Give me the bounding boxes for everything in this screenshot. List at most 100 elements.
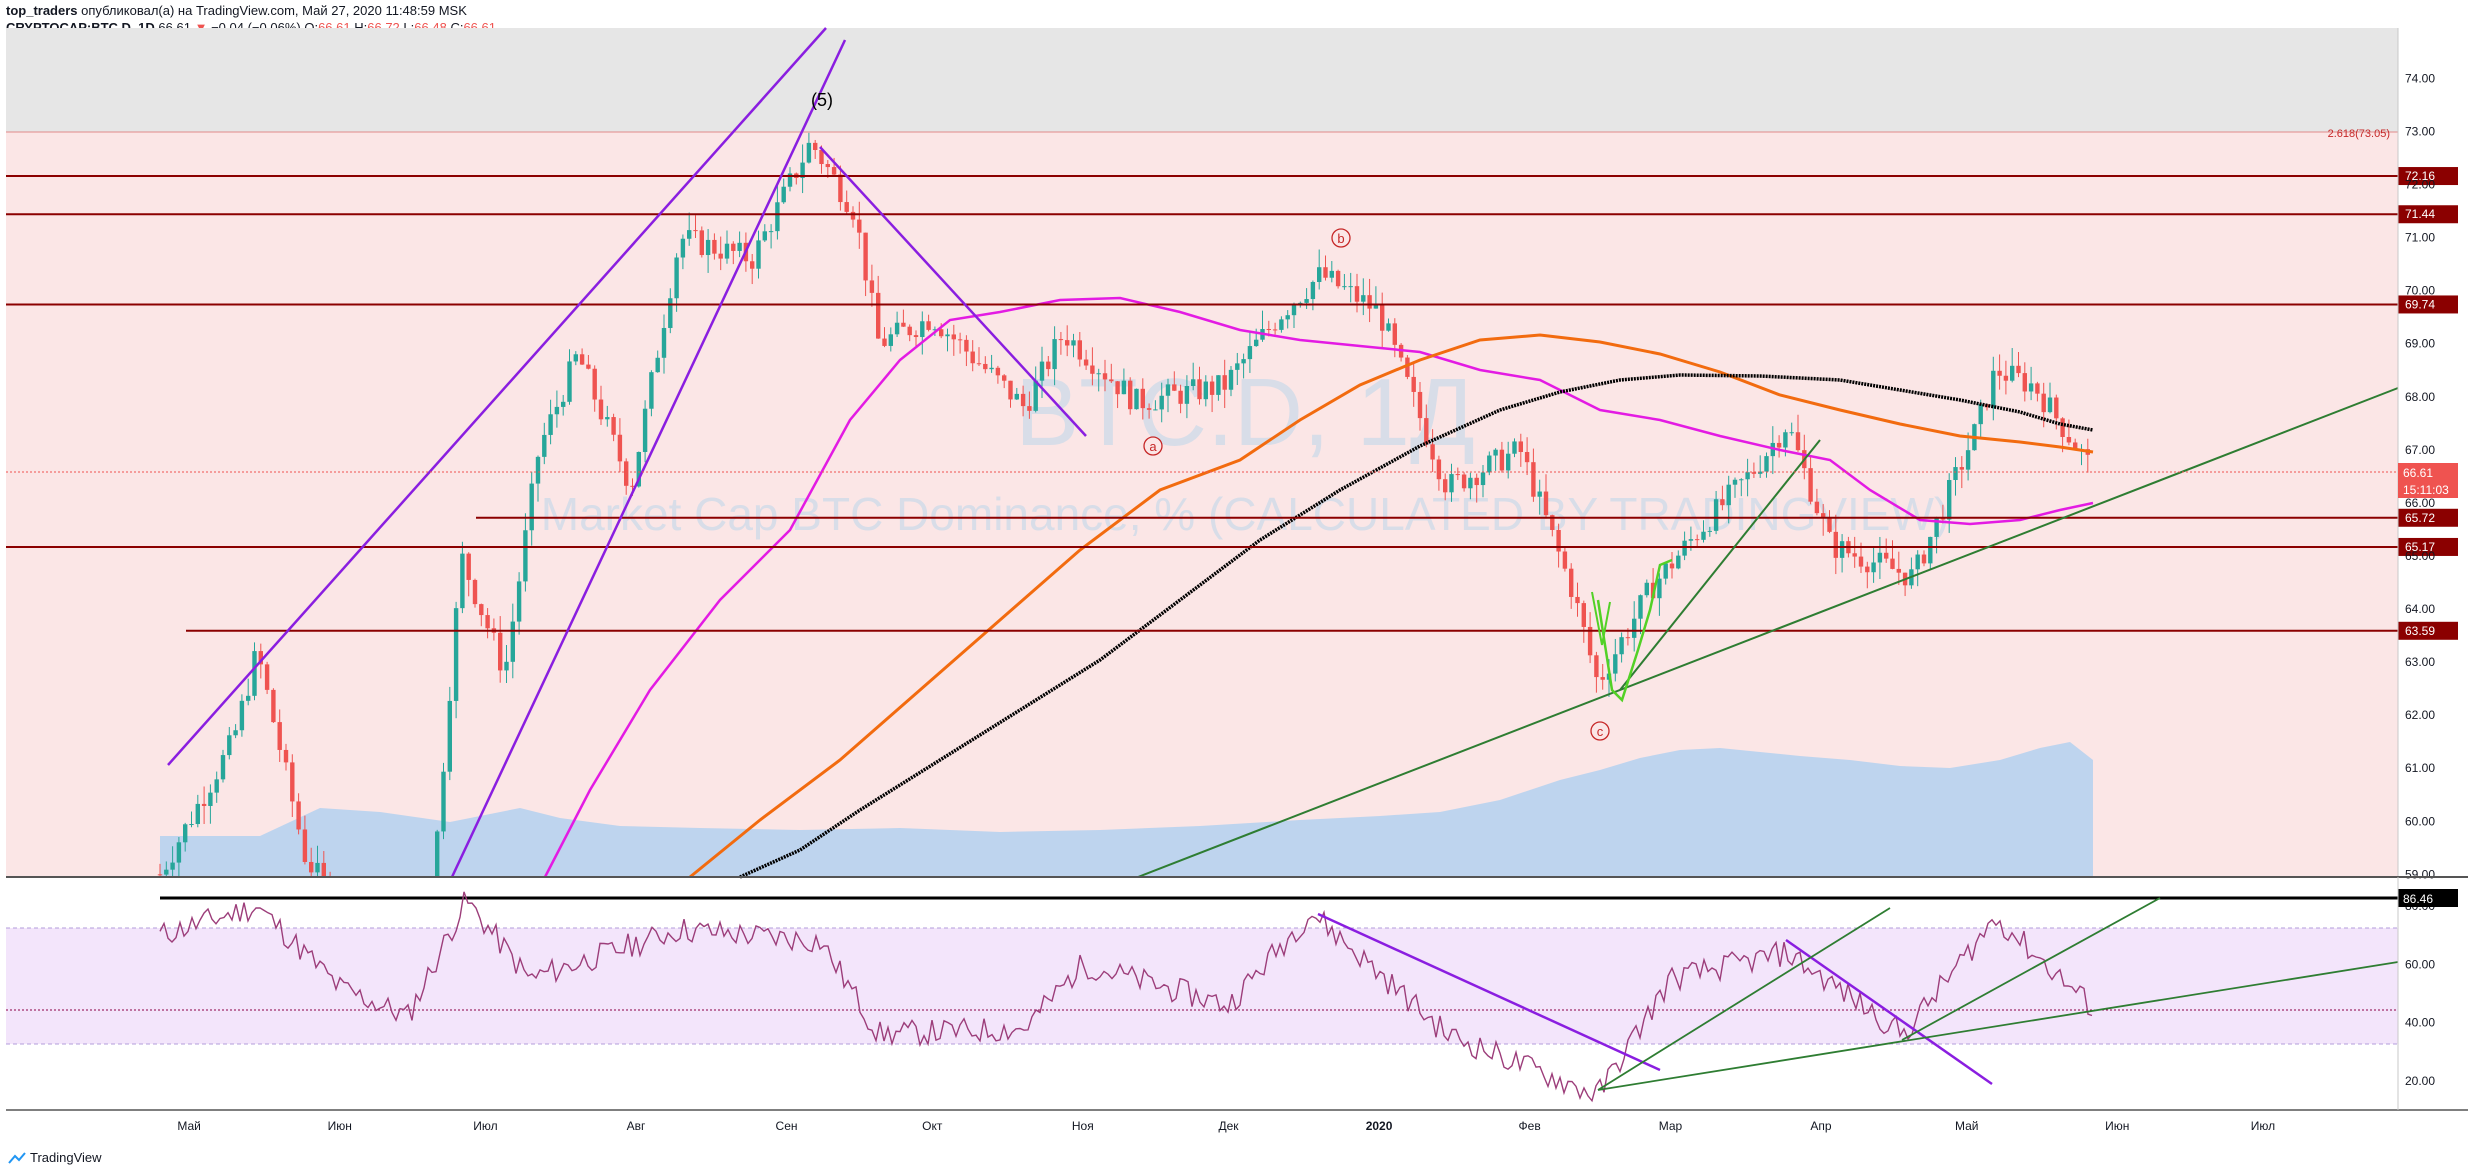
price-tick-label: 61.00 [2405, 761, 2435, 775]
candle-body [775, 202, 780, 232]
candle-body [693, 230, 698, 232]
green-path-drawing-2[interactable] [1591, 591, 1611, 646]
candle-body [1178, 390, 1183, 404]
time-tick-label: Июл [473, 1119, 497, 1133]
price-tick-label: 68.00 [2405, 390, 2435, 404]
candle-body [1518, 441, 1523, 453]
downtrend-line[interactable] [819, 146, 1087, 437]
candle-body [1688, 539, 1694, 541]
candle-body [951, 334, 956, 340]
price-axis[interactable]: 74.00 73.00 72.00 71.00 70.00 69.00 68.00 67.00… [2405, 71, 2435, 881]
candle-body [976, 363, 982, 365]
candle-body [1203, 381, 1208, 400]
candle-body [1726, 484, 1731, 506]
long-support-line[interactable] [1137, 387, 2399, 878]
candle-body [705, 239, 711, 256]
level-price-tag-text: 65.17 [2405, 540, 2435, 554]
candle-body [208, 792, 213, 806]
candle-body [964, 339, 969, 352]
candle-body [731, 243, 736, 251]
candle-body [1997, 370, 2002, 376]
candle-body [1663, 563, 1668, 579]
author-name[interactable]: top_traders [6, 3, 78, 18]
candle-body [2028, 383, 2034, 392]
candle-body [1871, 562, 1876, 573]
candle-body [472, 579, 478, 605]
rsi-pane [6, 891, 2399, 1103]
candle-body [498, 632, 503, 671]
candle-body [214, 779, 219, 793]
volume-area [160, 742, 2093, 877]
candle-body [1310, 281, 1316, 300]
candle-body [1638, 595, 1643, 619]
candle-body [435, 831, 440, 877]
candle-body [1896, 568, 1901, 573]
candle-body [1065, 340, 1070, 346]
watermark-symbol: BTC.D, 1Д [1015, 359, 1475, 466]
wave-label-a: a [1143, 436, 1163, 456]
candle-body [447, 700, 452, 772]
candle-body [939, 329, 944, 337]
rsi-uptrend-line-2[interactable] [1597, 961, 2399, 1091]
price-tick-label: 62.00 [2405, 708, 2435, 722]
candle-body [624, 461, 629, 486]
time-tick-label: 2020 [1366, 1119, 1393, 1133]
level-price-tag [2398, 295, 2458, 314]
candle-body [831, 167, 837, 175]
svg-text:c: c [1597, 724, 1604, 739]
price-tick-label: 67.00 [2405, 443, 2435, 457]
time-axis[interactable]: Май Июн Июл Авг Сен Окт Ноя Дек 2020 Фев Мар Апр Май… [177, 1119, 2275, 1133]
channel-lower-line[interactable] [450, 39, 847, 878]
candle-body [687, 230, 692, 239]
candle-body [239, 700, 245, 731]
candle-body [1600, 677, 1605, 680]
ma-orange-line [689, 333, 2094, 879]
candle-body [1380, 304, 1385, 331]
candle-body [554, 406, 560, 415]
level-price-tag [2398, 621, 2458, 640]
rsi-uptrend-line-3[interactable] [1901, 897, 2161, 1041]
candle-body [2060, 418, 2065, 437]
candle-body [901, 322, 906, 327]
candle-body [2041, 393, 2046, 413]
time-tick-label: Апр [1810, 1119, 1832, 1133]
channel-upper-line[interactable] [167, 27, 827, 766]
candle-body [1543, 491, 1549, 516]
candle-body [1027, 406, 1032, 411]
candle-body [649, 372, 654, 409]
candle-body [1682, 540, 1687, 556]
candle-body [2047, 397, 2053, 413]
rsi-uptrend-line-1[interactable] [1597, 907, 1891, 1091]
candle-body [1241, 359, 1246, 364]
candle-body [523, 530, 528, 582]
green-path-drawing[interactable] [1596, 558, 1673, 703]
candle-body [2066, 436, 2072, 443]
rsi-downtrend-line-1[interactable] [1317, 912, 1661, 1072]
candle-body [1235, 363, 1240, 370]
candle-body [1657, 578, 1662, 599]
candle-body [1915, 554, 1920, 570]
level-price-tag [2398, 537, 2458, 556]
candle-body [504, 661, 509, 671]
candle-body [1865, 566, 1870, 573]
candle-body [1128, 380, 1133, 410]
short-support-line[interactable] [1619, 439, 1821, 691]
candle-body [598, 399, 604, 420]
candle-body [1361, 295, 1366, 302]
candle-body [1329, 270, 1334, 278]
candle-body [2016, 365, 2021, 374]
candle-body [617, 434, 623, 462]
price-tick-label: 74.00 [2405, 71, 2435, 85]
candle-body [1304, 299, 1309, 303]
candle-body [1512, 441, 1517, 454]
footer-brand[interactable]: TradingView [8, 1150, 102, 1165]
countdown-tag [2398, 481, 2458, 498]
price-tick-label: 70.00 [2405, 284, 2435, 298]
level-price-tag [2398, 205, 2458, 224]
rsi-level-tag [2398, 889, 2458, 907]
candle-body [586, 364, 591, 369]
chart-canvas[interactable]: 2.618(73.05) BTC.D, 1Д Market Cap BTC Do… [0, 0, 2468, 1150]
rsi-tick-label: 40.00 [2405, 1016, 2435, 1030]
rsi-downtrend-line-2[interactable] [1785, 938, 1993, 1086]
